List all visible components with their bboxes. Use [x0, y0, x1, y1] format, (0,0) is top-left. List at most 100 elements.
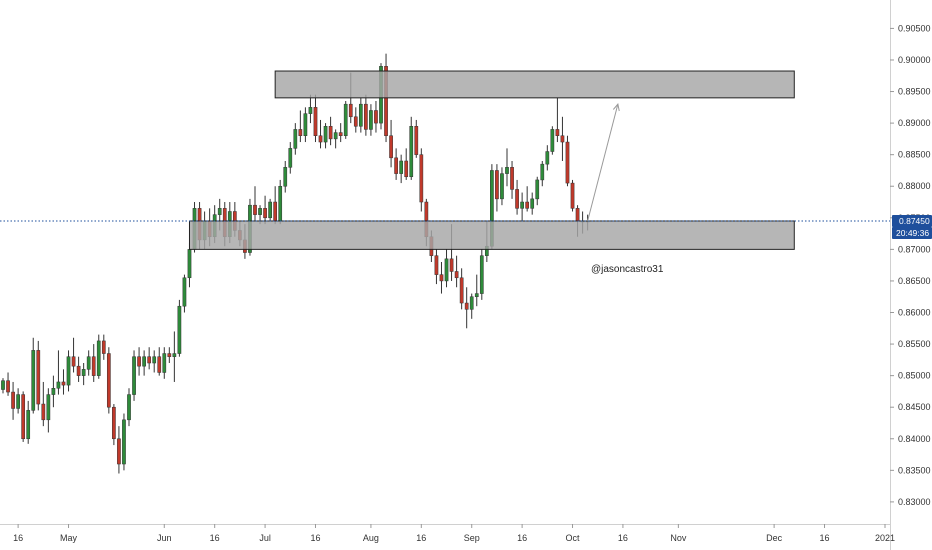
candle-body [414, 126, 419, 155]
candle-body [187, 249, 192, 279]
candle-body [500, 173, 504, 200]
y-tick-label: 0.88000 [898, 181, 931, 191]
candle-body [283, 167, 288, 187]
candle-body [117, 438, 121, 465]
candle-body [454, 271, 459, 279]
y-tick-label: 0.87000 [898, 244, 931, 254]
candle-body [364, 103, 368, 130]
candle-body [333, 132, 338, 140]
candle-body [358, 103, 363, 127]
candles-layer [1, 53, 590, 474]
candle-body [86, 356, 91, 370]
candle-body [520, 201, 524, 209]
x-tick-label: 16 [618, 533, 628, 543]
candle-body [535, 179, 540, 200]
y-axis[interactable]: 0.90500 0.90000 0.89500 0.89000 0.88500 0.880… [890, 23, 931, 507]
y-tick-label: 0.86000 [898, 308, 931, 318]
candle-body [112, 406, 116, 440]
candle-body [419, 154, 424, 203]
candle-body [565, 141, 570, 184]
candle-body [46, 394, 51, 421]
zones-layer [188, 70, 795, 250]
candle-body [132, 356, 136, 395]
candle-body [318, 135, 323, 143]
sr-zone[interactable] [274, 70, 795, 99]
candle-body [338, 132, 343, 136]
projection-arrow-head [612, 103, 620, 112]
candle-body [545, 151, 550, 165]
candle-body [555, 129, 560, 136]
candle-body [449, 258, 454, 272]
price-badge-text: 0.87450 [899, 216, 930, 226]
candle-body [353, 116, 358, 127]
candle-body [16, 394, 20, 409]
candle-body [142, 356, 146, 367]
x-tick-label: 16 [517, 533, 527, 543]
candle-body [459, 277, 464, 304]
candle-body [1, 380, 5, 390]
candle-body [253, 204, 257, 215]
candle-body [147, 356, 152, 364]
candle-body [278, 185, 283, 222]
candle-body [122, 419, 126, 465]
candle-body [510, 167, 514, 190]
y-tick-label: 0.83000 [898, 497, 931, 507]
candle-body [51, 388, 56, 395]
candle-body [101, 340, 106, 354]
candle-body [298, 129, 303, 136]
candle-body [394, 157, 398, 174]
candle-body [162, 353, 167, 373]
candle-body [41, 403, 46, 421]
candle-body [530, 198, 535, 209]
price-badge-bg [892, 214, 932, 227]
candle-body [540, 163, 545, 181]
y-tick-label: 0.84500 [898, 402, 931, 412]
candle-body [525, 201, 530, 209]
x-tick-label: Aug [363, 533, 379, 543]
candle-body [273, 201, 278, 222]
candle-body [479, 255, 484, 294]
candle-body [31, 350, 36, 411]
x-tick-label: 16 [820, 533, 830, 543]
candle-body [444, 258, 449, 282]
candle-body [303, 113, 308, 136]
candle-body [137, 356, 141, 367]
candle-body [71, 356, 76, 367]
candle-body [6, 380, 10, 393]
x-tick-label: Sep [464, 533, 480, 543]
candle-body [399, 160, 404, 174]
countdown-badge: 20:49:36 [892, 226, 932, 239]
candle-body [66, 356, 71, 386]
candle-body [268, 201, 272, 219]
x-axis[interactable]: 16 May Jun 16 Jul 16 Aug 16 Sep 16 Oct 16 Nov Dec 16 20… [13, 524, 895, 543]
candle-body [505, 167, 509, 174]
y-tick-label: 0.88500 [898, 150, 931, 160]
y-tick-label: 0.85000 [898, 371, 931, 381]
candle-body [61, 381, 66, 386]
sr-zone[interactable] [188, 220, 795, 250]
candle-body [81, 369, 86, 376]
y-tick-label: 0.86500 [898, 276, 931, 286]
candle-body [308, 107, 313, 114]
candle-body [560, 135, 565, 143]
candle-body [21, 394, 26, 440]
x-tick-label: Nov [670, 533, 687, 543]
candle-body [369, 110, 373, 130]
candle-body [374, 110, 378, 124]
y-tick-label: 0.90500 [898, 23, 931, 33]
candle-body [313, 107, 318, 136]
x-tick-label: 16 [13, 533, 23, 543]
projection-arrow-line [587, 104, 619, 222]
x-tick-label: Jul [259, 533, 271, 543]
x-tick-label: May [60, 533, 78, 543]
candle-body [474, 293, 479, 297]
candle-body [127, 394, 131, 421]
candle-body [152, 356, 157, 364]
candle-body [328, 126, 333, 140]
x-tick-label: 16 [210, 533, 220, 543]
candle-body [182, 277, 187, 307]
candle-body [389, 135, 393, 159]
candle-body [177, 305, 182, 354]
candle-body [439, 274, 444, 282]
